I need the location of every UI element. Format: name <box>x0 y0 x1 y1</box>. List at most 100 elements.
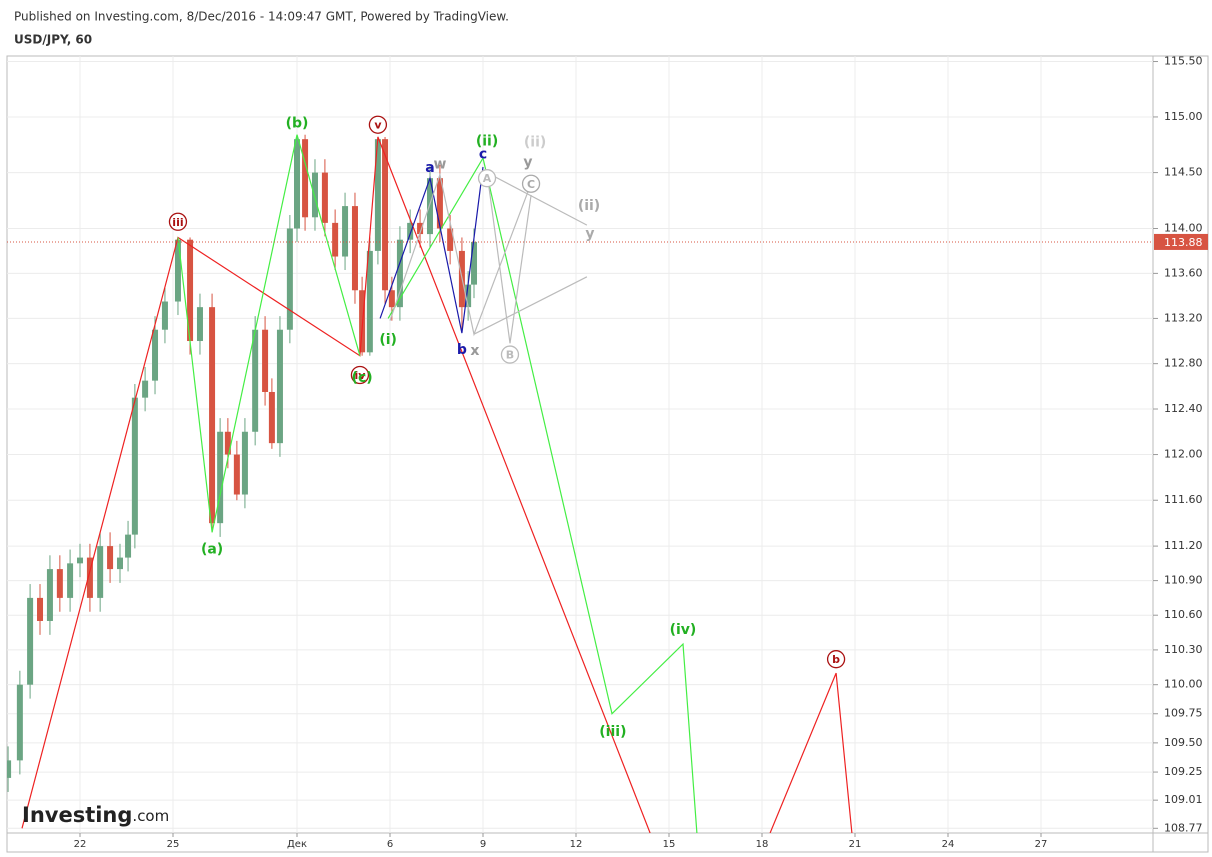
candle-body <box>16 684 23 761</box>
candle-body <box>174 239 181 302</box>
y-tick-label: 109.25 <box>1164 765 1203 778</box>
published-note: Published on Investing.com, 8/Dec/2016 -… <box>14 10 509 24</box>
candle-body <box>217 431 224 524</box>
candle-body <box>426 178 433 235</box>
y-tick-label: 110.00 <box>1164 678 1203 691</box>
candle-body <box>67 563 74 598</box>
y-tick-label: 113.20 <box>1164 311 1203 324</box>
y-tick-label: 112.00 <box>1164 448 1203 461</box>
candle-body <box>107 546 114 570</box>
candle-body <box>311 172 318 218</box>
wave-label: C <box>527 178 535 191</box>
candle-body <box>37 597 44 621</box>
logo-name: Investing <box>22 803 132 827</box>
wave-label-circle <box>168 212 188 231</box>
wave-label: (c) <box>352 370 373 386</box>
wave-label: iii <box>172 216 183 229</box>
y-tick-label: 114.50 <box>1164 166 1203 179</box>
candle-body <box>286 228 293 330</box>
x-tick-label: 12 <box>570 839 583 850</box>
wave-label: (b) <box>286 115 309 131</box>
wave-label-circle <box>521 174 541 193</box>
candle-body <box>56 569 63 598</box>
wave-line <box>177 134 698 833</box>
wave-label-circle <box>500 345 520 364</box>
candle-body <box>465 284 472 308</box>
wave-label-circle <box>826 650 846 669</box>
candle-body <box>142 380 149 398</box>
wave-label: b <box>457 342 467 358</box>
x-tick-label: 15 <box>663 839 676 850</box>
x-tick-label: 25 <box>167 839 180 850</box>
wave-label: (a) <box>201 541 223 557</box>
wave-line <box>379 166 484 334</box>
wave-label: x <box>470 343 479 359</box>
candle-body <box>407 222 414 240</box>
candle-body <box>447 228 454 251</box>
x-tick-label: 22 <box>74 839 87 850</box>
wave-label: (ii) <box>476 133 498 149</box>
candle-body <box>125 534 132 558</box>
x-tick-label: 18 <box>756 839 769 850</box>
candle-body <box>302 139 309 218</box>
y-tick-label: 112.40 <box>1164 402 1203 415</box>
y-tick-label: 109.01 <box>1164 793 1203 806</box>
wave-label: y <box>523 154 532 170</box>
y-tick-label: 115.00 <box>1164 110 1203 123</box>
wave-label: b <box>832 653 840 666</box>
x-tick-label: 24 <box>942 839 955 850</box>
candle-body <box>46 569 53 621</box>
candle-body <box>241 431 248 495</box>
y-tick-label: 115.50 <box>1164 55 1203 68</box>
wave-label: (ii) <box>578 198 600 214</box>
candle-body <box>436 178 443 229</box>
logo: Investing.com <box>22 803 169 827</box>
y-tick-label: 111.20 <box>1164 539 1203 552</box>
candle-body <box>116 557 123 570</box>
candle-body <box>276 329 283 444</box>
candle-body <box>209 307 216 524</box>
logo-suffix: .com <box>132 807 169 825</box>
candle-body <box>268 391 275 444</box>
candle-body <box>97 546 104 598</box>
x-tick-label: 6 <box>387 839 393 850</box>
candle-body <box>77 557 84 564</box>
y-tick-label: 112.80 <box>1164 357 1203 370</box>
candle-body <box>366 250 373 353</box>
y-tick-label: 114.00 <box>1164 221 1203 234</box>
candle-body <box>396 239 403 308</box>
y-tick-label: 109.50 <box>1164 736 1203 749</box>
wave-line <box>21 136 853 833</box>
x-tick-label: Дек <box>287 839 307 850</box>
wave-label: iv <box>354 369 366 382</box>
candle-body <box>388 290 395 308</box>
candle-body <box>224 431 231 455</box>
candle-body <box>417 222 424 235</box>
candle-body <box>321 172 328 223</box>
last-price-label: 113.88 <box>1164 236 1203 249</box>
wave-label: v <box>374 119 382 132</box>
candle-body <box>252 329 259 432</box>
wave-label: B <box>506 349 514 362</box>
wave-label-circle <box>477 169 497 188</box>
candle-body <box>86 557 93 598</box>
candle-body <box>374 139 381 251</box>
candle-body <box>382 139 389 291</box>
candle-body <box>27 597 34 685</box>
candle-body <box>359 290 366 353</box>
last-price-box <box>1154 233 1208 250</box>
x-tick-label: 9 <box>480 839 486 850</box>
wave-label-circle <box>350 365 370 385</box>
candle-body <box>131 397 138 535</box>
y-tick-label: 111.60 <box>1164 493 1203 506</box>
candle-body <box>7 760 12 778</box>
candle-body <box>187 239 194 342</box>
y-tick-label: 109.75 <box>1164 707 1203 720</box>
wave-label: (iii) <box>599 724 626 740</box>
symbol-title: USD/JPY, 60 <box>14 33 92 47</box>
x-tick-label: 27 <box>1035 839 1048 850</box>
wave-label: (iv) <box>670 622 697 638</box>
candle-body <box>262 329 269 392</box>
candle-body <box>471 241 478 285</box>
